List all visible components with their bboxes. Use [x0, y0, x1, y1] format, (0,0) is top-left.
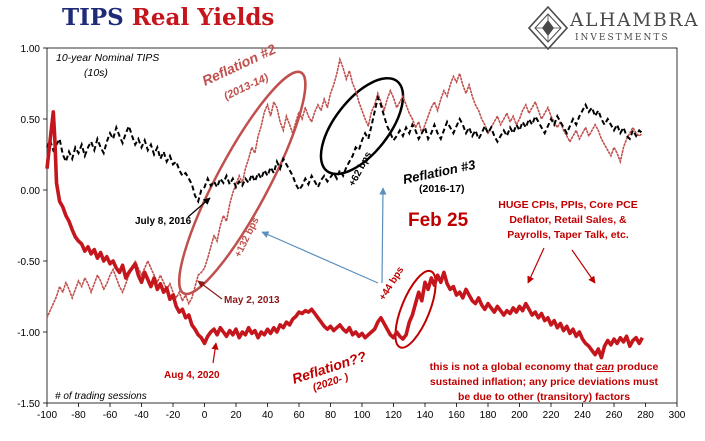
logo-name: ALHAMBRA: [570, 10, 700, 31]
title-part2: Real Yields: [131, 4, 275, 31]
title-part1: TIPS: [62, 4, 124, 31]
y-tick-label: -0.50: [17, 257, 40, 268]
annotation-shapes: [178, 70, 596, 364]
x-tick-label: -80: [71, 410, 86, 421]
label-may2: May 2, 2013: [224, 295, 280, 306]
x-tick-label: 120: [385, 410, 402, 421]
arrow-to-reflation3: [379, 187, 387, 284]
chart-title: TIPS Real Yields: [62, 4, 274, 31]
x-tick-label: 280: [637, 410, 654, 421]
x-tick-label: 140: [417, 410, 434, 421]
x-tick-label: 180: [480, 410, 497, 421]
x-tick-label: 40: [262, 410, 274, 421]
arrow-july8: [187, 197, 211, 218]
note-part-can: can: [596, 361, 614, 373]
y-tick-label: -1.50: [17, 399, 40, 410]
alhambra-diamond-icon: [528, 6, 568, 50]
label-reflation3-years: (2016-17): [419, 183, 465, 195]
series-label-nominal-sub: (10s): [84, 67, 108, 79]
reflation-now-oval: [394, 269, 437, 349]
label-note-line2: sustained inflation; any price deviation…: [430, 376, 659, 388]
label-note-line3: be due to other (transitory) factors: [458, 391, 630, 403]
logo-subtitle: INVESTMENTS: [575, 33, 670, 43]
x-tick-label: 240: [574, 410, 591, 421]
label-huge-line3: Payrolls, Taper Talk, etc.: [507, 229, 629, 241]
x-tick-label: 0: [202, 410, 208, 421]
x-tick-label: 60: [293, 410, 305, 421]
x-axis-label: # of trading sessions: [55, 391, 147, 402]
label-huge-line2: Deflator, Retail Sales, &: [509, 214, 627, 226]
note-part-a: this is not a global economy that: [430, 361, 596, 373]
label-aug4: Aug 4, 2020: [164, 370, 220, 381]
arrow-may2: [197, 280, 223, 300]
x-tick-label: 160: [448, 410, 465, 421]
x-tick-label: -100: [37, 410, 57, 421]
x-tick-label: 220: [543, 410, 560, 421]
reflation2-oval: [178, 70, 307, 296]
label-july8: July 8, 2016: [135, 216, 192, 227]
label-huge-line1: HUGE CPIs, PPIs, Core PCE: [498, 199, 637, 211]
x-tick-label: -60: [103, 410, 118, 421]
y-tick-label: 0.00: [21, 186, 41, 197]
arrow-to-reflation2: [261, 231, 379, 284]
series-reflation3-dashed: [46, 94, 644, 205]
label-132bps: +132 bps: [233, 215, 262, 259]
reflation3-oval: [319, 76, 405, 176]
y-tick-label: 1.00: [21, 44, 41, 55]
x-tick-label: 260: [606, 410, 623, 421]
chart-series: [45, 56, 644, 360]
y-tick-label: -1.00: [17, 328, 40, 339]
x-tick-label: 80: [325, 410, 337, 421]
arrow-aug4: [211, 342, 219, 364]
x-tick-label: -20: [166, 410, 181, 421]
series-label-nominal: 10-year Nominal TIPS: [56, 52, 159, 64]
chart-axes: 1.00 0.50 0.00 -0.50 -1.00 -1.50-100 -80 -60 -40…: [17, 44, 686, 421]
series-real-yield: [45, 110, 644, 360]
x-tick-label: -40: [134, 410, 149, 421]
note-part-b: produce: [614, 361, 658, 373]
series-reflation2-dotted: [46, 56, 644, 319]
x-tick-label: 100: [354, 410, 371, 421]
label-feb25: Feb 25: [408, 210, 469, 231]
label-note-line1: this is not a global economy that can pr…: [430, 361, 659, 373]
x-tick-label: 300: [669, 410, 686, 421]
y-tick-label: 0.50: [21, 115, 41, 126]
x-tick-label: 200: [511, 410, 528, 421]
arrow-huge-left: [527, 247, 545, 284]
x-tick-label: 20: [230, 410, 242, 421]
arrow-huge-right: [571, 249, 596, 284]
alhambra-logo: ALHAMBRA INVESTMENTS: [528, 6, 700, 50]
